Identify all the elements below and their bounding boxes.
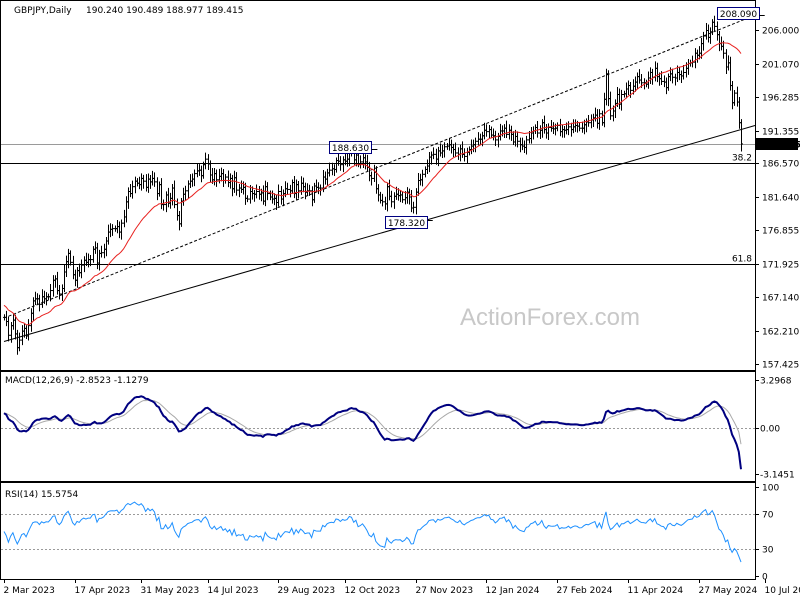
macd-signal-line bbox=[3, 399, 742, 445]
macd-y-axis: 3.2968 0.00 -3.1451 bbox=[755, 377, 795, 481]
price-y-tick-label: 186.570 bbox=[762, 160, 799, 170]
price-annotation-label: 208.090 bbox=[720, 10, 757, 20]
price-y-tick-label: 171.925 bbox=[762, 261, 799, 271]
last-price-badge-group: 189.415 bbox=[756, 138, 800, 151]
trendlines bbox=[3, 14, 756, 342]
rsi-y-tick-label: 100 bbox=[762, 484, 779, 494]
moving-average bbox=[3, 42, 742, 326]
x-tick-label: 14 Jul 2023 bbox=[208, 586, 259, 596]
x-tick-label: 27 May 2024 bbox=[699, 586, 758, 596]
x-tick-label: 27 Feb 2024 bbox=[557, 586, 613, 596]
price-y-tick-label: 157.425 bbox=[762, 361, 799, 371]
x-tick-label: 10 Jul 2024 bbox=[765, 586, 800, 596]
rsi-levels bbox=[1, 514, 755, 550]
price-annotation-box bbox=[717, 7, 760, 20]
last-price-badge bbox=[756, 138, 798, 150]
price-y-tick-label: 176.855 bbox=[762, 227, 799, 237]
price-y-axis: 206.000 201.070 196.285 191.355 186.570 181.6… bbox=[755, 27, 799, 371]
price-panel-frame bbox=[0, 0, 756, 371]
price-y-tick-label: 196.285 bbox=[762, 94, 799, 104]
price-y-tick-label: 167.140 bbox=[762, 294, 799, 304]
rsi-y-axis: 100 70 30 0 bbox=[755, 484, 779, 583]
macd-y-tick-label: -3.1451 bbox=[760, 471, 795, 481]
macd-panel-frame bbox=[0, 371, 756, 482]
price-y-tick-label: 206.000 bbox=[762, 27, 799, 37]
x-tick-label: 27 Nov 2023 bbox=[416, 586, 474, 596]
last-price-badge-label: 189.415 bbox=[760, 141, 800, 151]
macd-main-line bbox=[3, 395, 742, 470]
price-header-symbol: GBPJPY,Daily bbox=[14, 6, 72, 16]
price-annotation-label: 188.630 bbox=[332, 144, 369, 154]
macd-header: MACD(12,26,9) -2.8523 -1.1279 bbox=[5, 376, 149, 386]
watermark: ActionForex.com bbox=[460, 304, 640, 331]
macd-panel: MACD(12,26,9) -2.8523 -1.1279 3.2968 0.00… bbox=[0, 371, 795, 482]
x-tick-label: 17 Apr 2023 bbox=[75, 586, 131, 596]
price-annotation-box bbox=[329, 141, 372, 154]
horizontal-level-label: 38.2 bbox=[732, 154, 752, 164]
x-tick-label: 12 Jan 2024 bbox=[486, 586, 540, 596]
rsi-line bbox=[3, 501, 742, 563]
rsi-panel: RSI(14) 15.5754 100 70 30 0 bbox=[0, 482, 779, 583]
price-y-tick-label: 201.070 bbox=[762, 61, 799, 71]
price-annotations: 208.090 188.630 178.320 bbox=[329, 7, 765, 229]
rsi-y-tick-label: 70 bbox=[762, 511, 774, 521]
x-tick-label: 11 Apr 2024 bbox=[628, 586, 684, 596]
x-tick-label: 2 Mar 2023 bbox=[4, 586, 55, 596]
x-axis: 2 Mar 2023 17 Apr 2023 31 May 2023 14 Jul 2… bbox=[4, 579, 800, 596]
price-header-ohlc: 190.240 190.489 188.977 189.415 bbox=[86, 6, 243, 16]
rsi-y-tick-label: 30 bbox=[762, 546, 774, 556]
price-y-tick-label: 191.355 bbox=[762, 128, 799, 138]
rsi-panel-frame bbox=[0, 482, 756, 580]
horizontal-level-label: 61.8 bbox=[732, 255, 752, 265]
x-tick-label: 12 Oct 2023 bbox=[345, 586, 401, 596]
x-tick-label: 31 May 2023 bbox=[141, 586, 200, 596]
macd-y-tick-label: 3.2968 bbox=[760, 377, 792, 387]
price-annotation-label: 178.320 bbox=[388, 219, 425, 229]
price-panel: ActionForex.com 38.2 61.8 208.090 188.630 1… bbox=[0, 0, 800, 371]
macd-lines bbox=[3, 395, 742, 470]
moving-average-line bbox=[3, 42, 742, 326]
macd-y-tick-label: 0.00 bbox=[760, 425, 780, 435]
price-bars bbox=[3, 15, 743, 355]
price-y-tick-label: 162.210 bbox=[762, 328, 799, 338]
rsi-header: RSI(14) 15.5754 bbox=[5, 490, 78, 500]
price-annotation-box bbox=[385, 216, 428, 229]
x-tick-label: 29 Aug 2023 bbox=[278, 586, 336, 596]
lower-trendline bbox=[3, 125, 756, 342]
rsi-line-group bbox=[3, 501, 742, 563]
horizontal-levels: 38.2 61.8 bbox=[1, 144, 755, 265]
price-y-tick-label: 181.640 bbox=[762, 194, 799, 204]
rsi-y-tick-label: 0 bbox=[762, 573, 768, 583]
